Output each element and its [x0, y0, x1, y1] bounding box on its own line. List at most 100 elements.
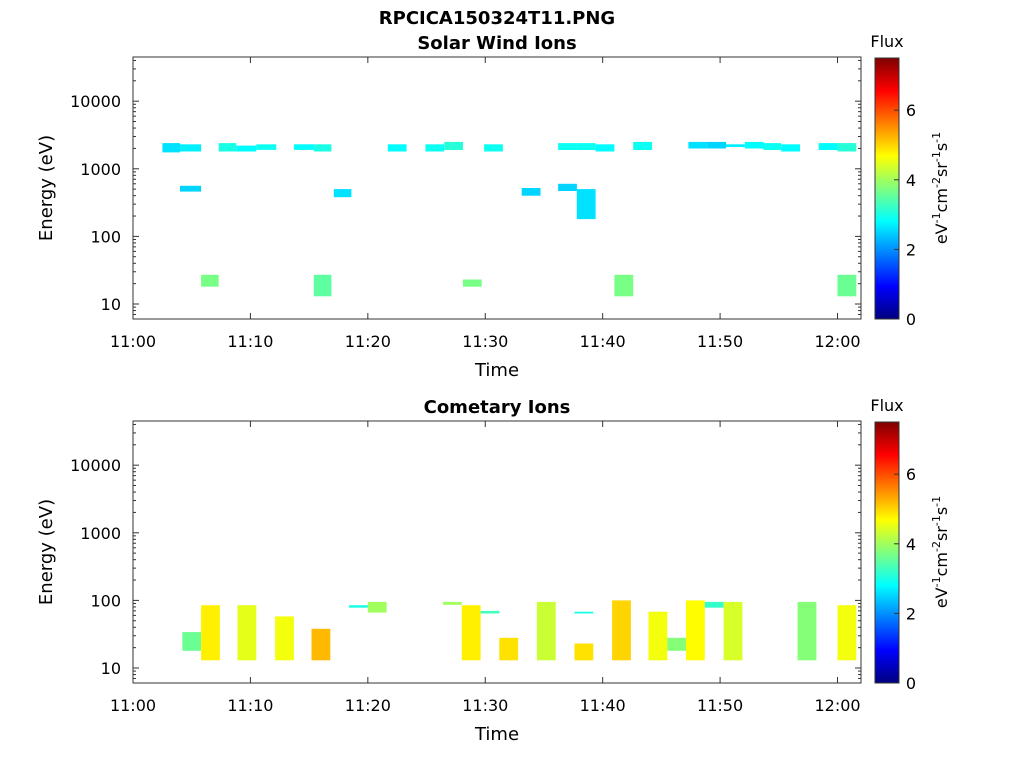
- flux-cell: [444, 141, 463, 150]
- x-tick-label: 11:40: [580, 696, 626, 715]
- flux-cell: [576, 189, 596, 220]
- flux-cell: [180, 185, 202, 192]
- colorbar-title: Flux: [870, 396, 903, 415]
- flux-cell: [237, 605, 257, 661]
- y-axis-label: Energy (eV): [36, 135, 57, 241]
- x-tick-label: 11:30: [462, 332, 508, 351]
- flux-cell: [349, 605, 368, 608]
- y-axis-ticks: 10 100 1000 10000: [70, 423, 861, 684]
- y-tick-label: 10: [101, 659, 121, 678]
- x-tick-label: 11:50: [697, 332, 743, 351]
- y-axis-ticks: 10 100 1000 10000: [70, 59, 861, 320]
- flux-cell: [333, 189, 352, 198]
- flux-cell: [763, 143, 782, 150]
- x-axis-label: Time: [474, 724, 519, 745]
- colorbar-unit: eV-1cm-2sr-1s-1: [930, 132, 951, 244]
- colorbar-tick-label: 2: [906, 240, 916, 259]
- flux-cell: [236, 145, 257, 152]
- panel-title: Solar Wind Ions: [417, 33, 576, 54]
- flux-cell: [218, 143, 237, 152]
- flux-cell: [595, 144, 615, 152]
- flux-cell: [162, 143, 180, 153]
- flux-cell: [201, 274, 219, 287]
- flux-cell: [293, 144, 314, 150]
- flux-cell: [311, 628, 331, 661]
- flux-cell: [521, 188, 541, 196]
- flux-cells: [162, 141, 857, 297]
- colorbar-tick-label: 6: [906, 101, 916, 120]
- flux-cell: [484, 144, 503, 152]
- flux-cell: [723, 601, 743, 661]
- colorbar-tick-label: 6: [906, 465, 916, 484]
- colorbar-unit: eV-1cm-2sr-1s-1: [930, 496, 951, 608]
- x-tick-label: 11:40: [580, 332, 626, 351]
- flux-cell: [704, 601, 724, 608]
- plot-area: [132, 56, 862, 320]
- x-tick-label: 11:00: [110, 696, 156, 715]
- flux-cell: [461, 605, 481, 661]
- flux-cell: [797, 601, 817, 661]
- panel-title: Cometary Ions: [424, 397, 571, 418]
- colorbar-tick-label: 0: [906, 674, 916, 693]
- x-axis-ticks: 11:00 11:10 11:20 11:30 11:40 11:50 12:00: [110, 57, 861, 351]
- flux-cell: [536, 601, 556, 661]
- flux-cell: [837, 274, 857, 297]
- flux-cell: [744, 141, 764, 149]
- flux-cell: [576, 143, 596, 150]
- flux-cell: [201, 605, 220, 661]
- flux-cell: [256, 144, 277, 150]
- colorbar-gradient: [874, 57, 900, 320]
- flux-cell: [182, 632, 202, 651]
- colorbar-tick-label: 4: [906, 535, 916, 554]
- flux-cell: [648, 611, 668, 661]
- y-axis-label: Energy (eV): [36, 499, 57, 605]
- flux-cell: [837, 143, 857, 152]
- x-tick-label: 11:50: [697, 696, 743, 715]
- flux-cell: [667, 637, 687, 651]
- colorbar: Flux 0 2 4 6 eV-1cm-2sr-1s-1: [870, 396, 951, 693]
- flux-cell: [425, 144, 445, 152]
- flux-cell: [313, 144, 332, 152]
- y-tick-label: 10000: [70, 456, 121, 475]
- colorbar-tick-label: 4: [906, 171, 916, 190]
- x-tick-label: 12:00: [814, 332, 860, 351]
- x-axis-label: Time: [474, 360, 519, 381]
- flux-cell: [480, 610, 500, 614]
- y-tick-label: 100: [90, 591, 121, 610]
- y-tick-label: 100: [90, 227, 121, 246]
- flux-cell: [462, 279, 482, 287]
- flux-cell: [686, 600, 705, 661]
- flux-cell: [387, 144, 407, 152]
- y-tick-label: 10: [101, 295, 121, 314]
- flux-cell: [781, 144, 800, 152]
- x-tick-label: 11:30: [462, 696, 508, 715]
- x-tick-label: 11:20: [345, 696, 391, 715]
- flux-cell: [180, 144, 202, 152]
- flux-cell: [313, 274, 332, 297]
- colorbar-title: Flux: [870, 32, 903, 51]
- colorbar-ticks: 0 2 4 6: [894, 101, 916, 329]
- flux-cell: [574, 611, 594, 614]
- panel-cometary: Cometary Ions 11:00 11:10 11:20 11:30 11:40 1…: [36, 396, 951, 745]
- flux-cell: [837, 605, 857, 661]
- flux-cell: [275, 616, 294, 661]
- flux-cell: [612, 600, 631, 661]
- x-tick-label: 11:10: [227, 696, 273, 715]
- colorbar-tick-label: 0: [906, 310, 916, 329]
- x-tick-label: 12:00: [814, 696, 860, 715]
- flux-cell: [614, 274, 634, 297]
- flux-cell: [558, 143, 577, 150]
- panel-solar-wind: Solar Wind Ions 11:00 11:10 11:20 11:30 11:4…: [36, 32, 951, 381]
- x-tick-label: 11:00: [110, 332, 156, 351]
- x-tick-label: 11:10: [227, 332, 273, 351]
- flux-cell: [633, 141, 652, 150]
- main-title: RPCICA150324T11.PNG: [379, 8, 615, 29]
- colorbar: Flux 0 2 4 6 eV-1cm-2sr-1s-1: [870, 32, 951, 329]
- flux-cell: [574, 643, 594, 661]
- x-tick-label: 11:20: [345, 332, 391, 351]
- flux-cell: [367, 601, 387, 613]
- x-axis-ticks: 11:00 11:10 11:20 11:30 11:40 11:50 12:00: [110, 421, 861, 715]
- colorbar-tick-label: 2: [906, 604, 916, 623]
- y-tick-label: 1000: [80, 160, 121, 179]
